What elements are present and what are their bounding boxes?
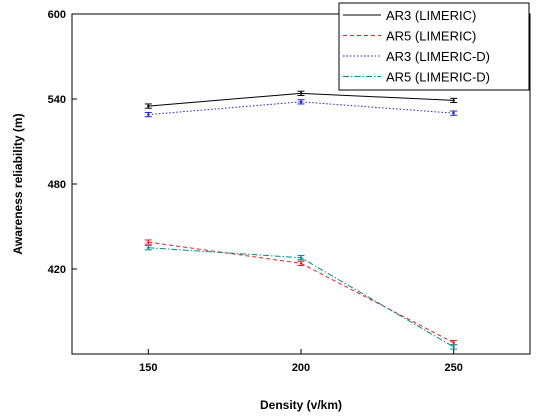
y-tick-label: 480 (48, 179, 66, 191)
axis-ticks: 420 480 540 600 150 200 250 (48, 9, 463, 374)
y-tick-label: 600 (48, 9, 66, 21)
series-layer (144, 90, 458, 350)
data-point (147, 246, 150, 249)
data-point (452, 345, 455, 349)
legend-box (338, 2, 530, 91)
data-point (147, 113, 150, 116)
data-point (299, 262, 303, 265)
data-point (147, 104, 150, 108)
series-3 (144, 245, 458, 350)
data-point (147, 240, 150, 244)
y-tick-label: 540 (48, 94, 66, 106)
legend-label: AR5 (LIMERIC-D) (386, 70, 490, 85)
x-axis-title: Density (v/km) (260, 398, 342, 412)
x-tick-label: 150 (139, 362, 157, 374)
legend-item: AR3 (LIMERIC) (343, 8, 476, 23)
legend: AR3 (LIMERIC) AR5 (LIMERIC) AR3 (LIMERIC-D… (338, 2, 530, 91)
series-2 (144, 99, 458, 118)
data-point (452, 341, 455, 344)
data-point (452, 111, 455, 115)
legend-item: AR3 (LIMERIC-D) (343, 49, 490, 64)
legend-label: AR5 (LIMERIC) (386, 29, 476, 44)
data-point (452, 99, 455, 102)
legend-label: AR3 (LIMERIC-D) (386, 49, 490, 64)
data-point (299, 256, 303, 259)
x-tick-label: 200 (292, 362, 310, 374)
data-point (299, 92, 303, 95)
y-tick-label: 420 (48, 264, 66, 276)
legend-item: AR5 (LIMERIC) (343, 29, 476, 44)
data-point (299, 100, 303, 104)
y-axis-title: Awareness reliability (m) (11, 113, 25, 254)
series-0 (144, 90, 458, 109)
legend-label: AR3 (LIMERIC) (386, 8, 476, 23)
legend-item: AR5 (LIMERIC-D) (343, 70, 490, 85)
x-tick-label: 250 (444, 362, 462, 374)
